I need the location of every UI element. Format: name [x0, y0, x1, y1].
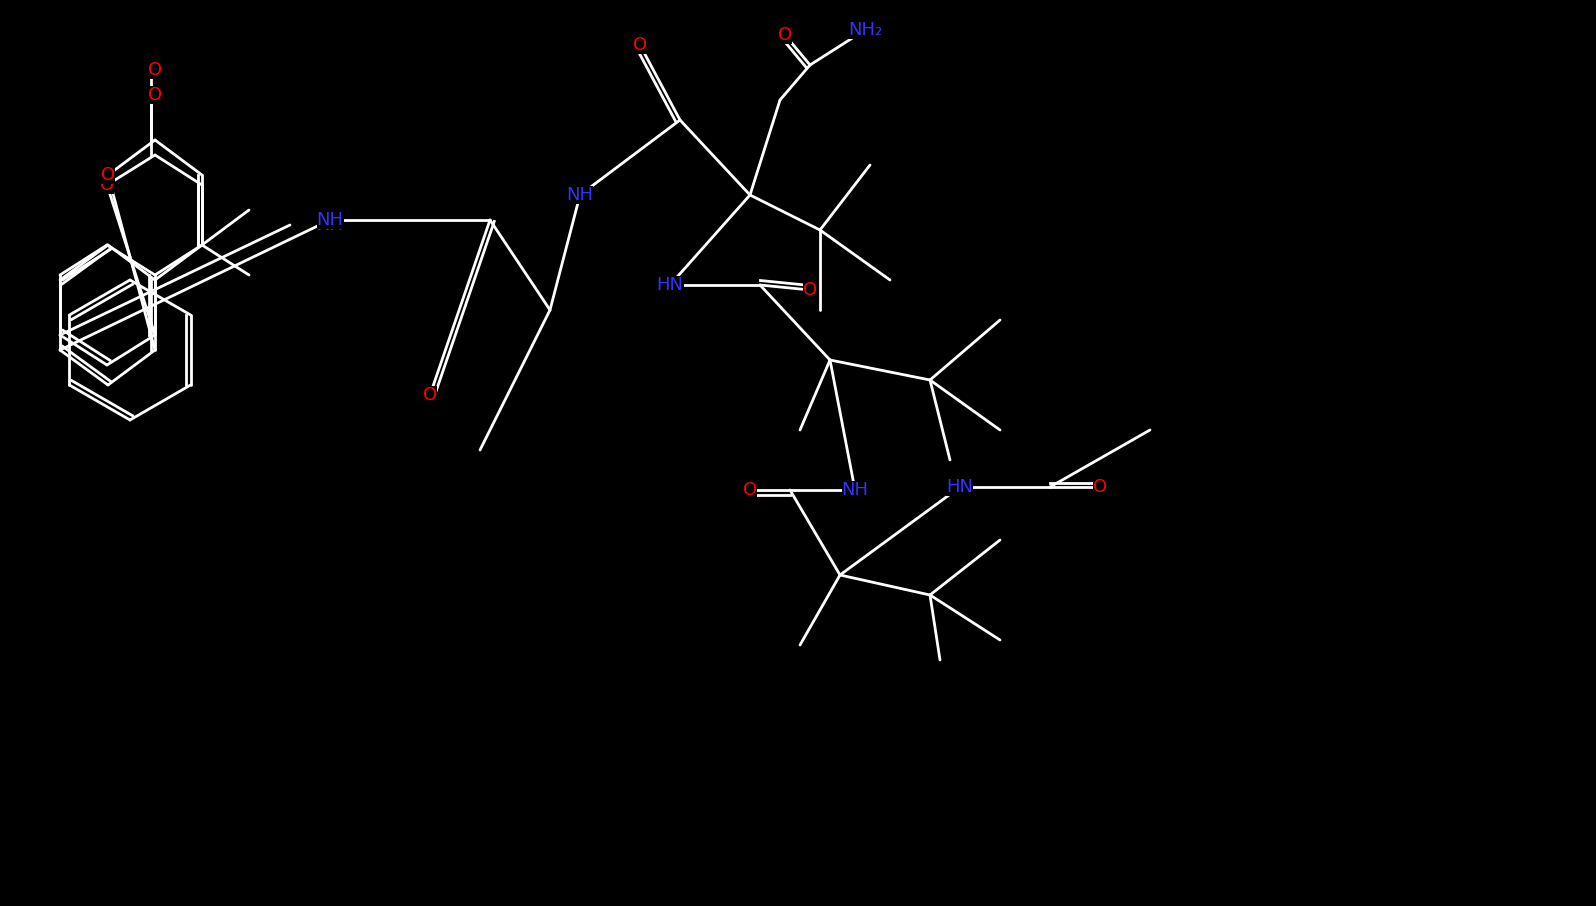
Text: O: O — [101, 166, 115, 184]
Text: NH₂: NH₂ — [847, 21, 883, 39]
Text: O: O — [634, 36, 646, 54]
Text: O: O — [101, 176, 113, 194]
Text: O: O — [1093, 478, 1108, 496]
Text: O: O — [148, 61, 163, 79]
Text: HN: HN — [946, 478, 974, 496]
Text: O: O — [423, 386, 437, 404]
Text: NH: NH — [567, 186, 594, 204]
Text: NH: NH — [316, 216, 343, 234]
Text: NH: NH — [841, 481, 868, 499]
Text: HN: HN — [656, 276, 683, 294]
Text: O: O — [777, 26, 792, 44]
Text: O: O — [742, 481, 757, 499]
Text: O: O — [803, 281, 817, 299]
Text: NH: NH — [316, 211, 343, 229]
Text: O: O — [148, 86, 163, 104]
